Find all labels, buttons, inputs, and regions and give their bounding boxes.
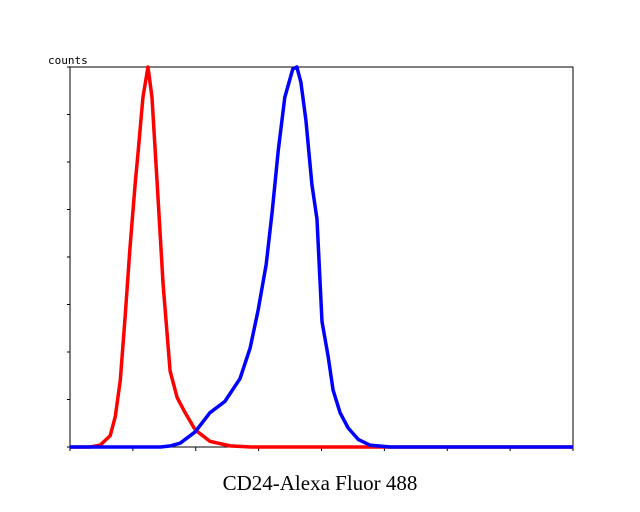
y-axis-label: counts [48,54,88,67]
histogram-line [70,65,573,449]
x-axis-label: CD24-Alexa Fluor 488 [223,471,418,495]
histogram-line [70,65,573,449]
